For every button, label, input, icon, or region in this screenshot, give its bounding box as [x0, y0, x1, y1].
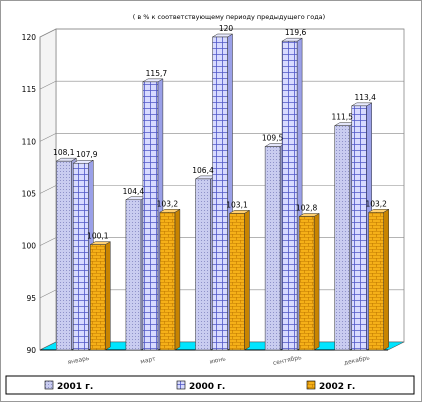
bar-side [105, 241, 111, 351]
bar-1-0 [73, 162, 89, 351]
bar-side [174, 208, 181, 351]
data-label: 108,1 [53, 148, 75, 157]
x-tick-label: март [140, 355, 157, 365]
bar-side [244, 209, 250, 351]
data-label: 111,5 [331, 113, 353, 122]
gridline-side [39, 28, 57, 38]
labels-layer: 108,1 107,9 100,1 январь 104,4 115,7 103,2 март… [53, 24, 387, 367]
chart-subtitle: ( в % к соответствующему периоду предыду… [133, 13, 325, 21]
legend-item-2002: 2002 г. [306, 380, 355, 392]
legend-swatch-2001 [44, 380, 54, 390]
y-tick-label: 95 [26, 294, 36, 303]
bar-2-2 [229, 213, 245, 351]
data-label: 115,7 [146, 69, 168, 78]
x-tick-label: январь [67, 355, 91, 367]
gridline-side [39, 80, 57, 90]
bar-0-4 [334, 125, 350, 351]
data-label: 103,1 [226, 200, 248, 209]
x-tick-label: июнь [209, 355, 227, 365]
legend-label-2001: 2001 г. [57, 382, 93, 392]
bar-2-4 [368, 212, 384, 351]
bar-1-1 [142, 81, 159, 351]
data-label: 113,4 [354, 93, 376, 102]
bar-2-0 [90, 244, 106, 351]
data-label: 103,2 [157, 199, 179, 208]
bar-0-3 [264, 146, 281, 351]
legend-box [5, 375, 415, 395]
legend-swatch-2002 [306, 380, 316, 390]
legend-swatch-2000 [176, 380, 186, 390]
data-label: 106,4 [192, 166, 214, 175]
y-tick-label: 115 [22, 85, 37, 94]
data-label: 109,5 [262, 134, 284, 143]
bar-0-1 [125, 199, 142, 351]
bar-1-3 [281, 40, 298, 351]
bar-0-2 [195, 178, 211, 351]
data-label: 120 [219, 24, 234, 33]
data-label: 119,6 [285, 28, 307, 37]
y-tick-label: 105 [22, 190, 37, 199]
data-label: 103,2 [365, 199, 387, 208]
data-label: 104,4 [123, 187, 145, 196]
legend: 2001 г. 2000 г. 2002 г. [5, 375, 415, 395]
y-tick-label: 110 [22, 137, 37, 146]
y-tick-label: 90 [26, 346, 36, 355]
legend-item-2000: 2000 г. [176, 380, 225, 392]
legend-label-2002: 2002 г. [319, 382, 355, 392]
y-tick-label: 120 [22, 33, 37, 42]
bar-2-3 [298, 216, 315, 351]
gridline-side [39, 133, 57, 142]
bar-1-2 [212, 36, 228, 351]
data-label: 102,8 [296, 203, 318, 212]
bar-0-0 [56, 160, 72, 351]
y-tick-label: 100 [22, 242, 37, 251]
bars-layer [55, 33, 390, 351]
bar-1-4 [351, 105, 367, 351]
bar-side [313, 213, 320, 351]
data-label: 100,1 [87, 232, 109, 241]
legend-item-2001: 2001 г. [44, 380, 93, 392]
gridline-side [39, 237, 57, 246]
bar-2-1 [159, 212, 176, 351]
data-label: 107,9 [76, 150, 98, 159]
legend-label-2000: 2000 г. [189, 382, 225, 392]
gridline-side [39, 185, 57, 194]
bar-side [383, 208, 389, 351]
gridline-side [39, 289, 57, 299]
